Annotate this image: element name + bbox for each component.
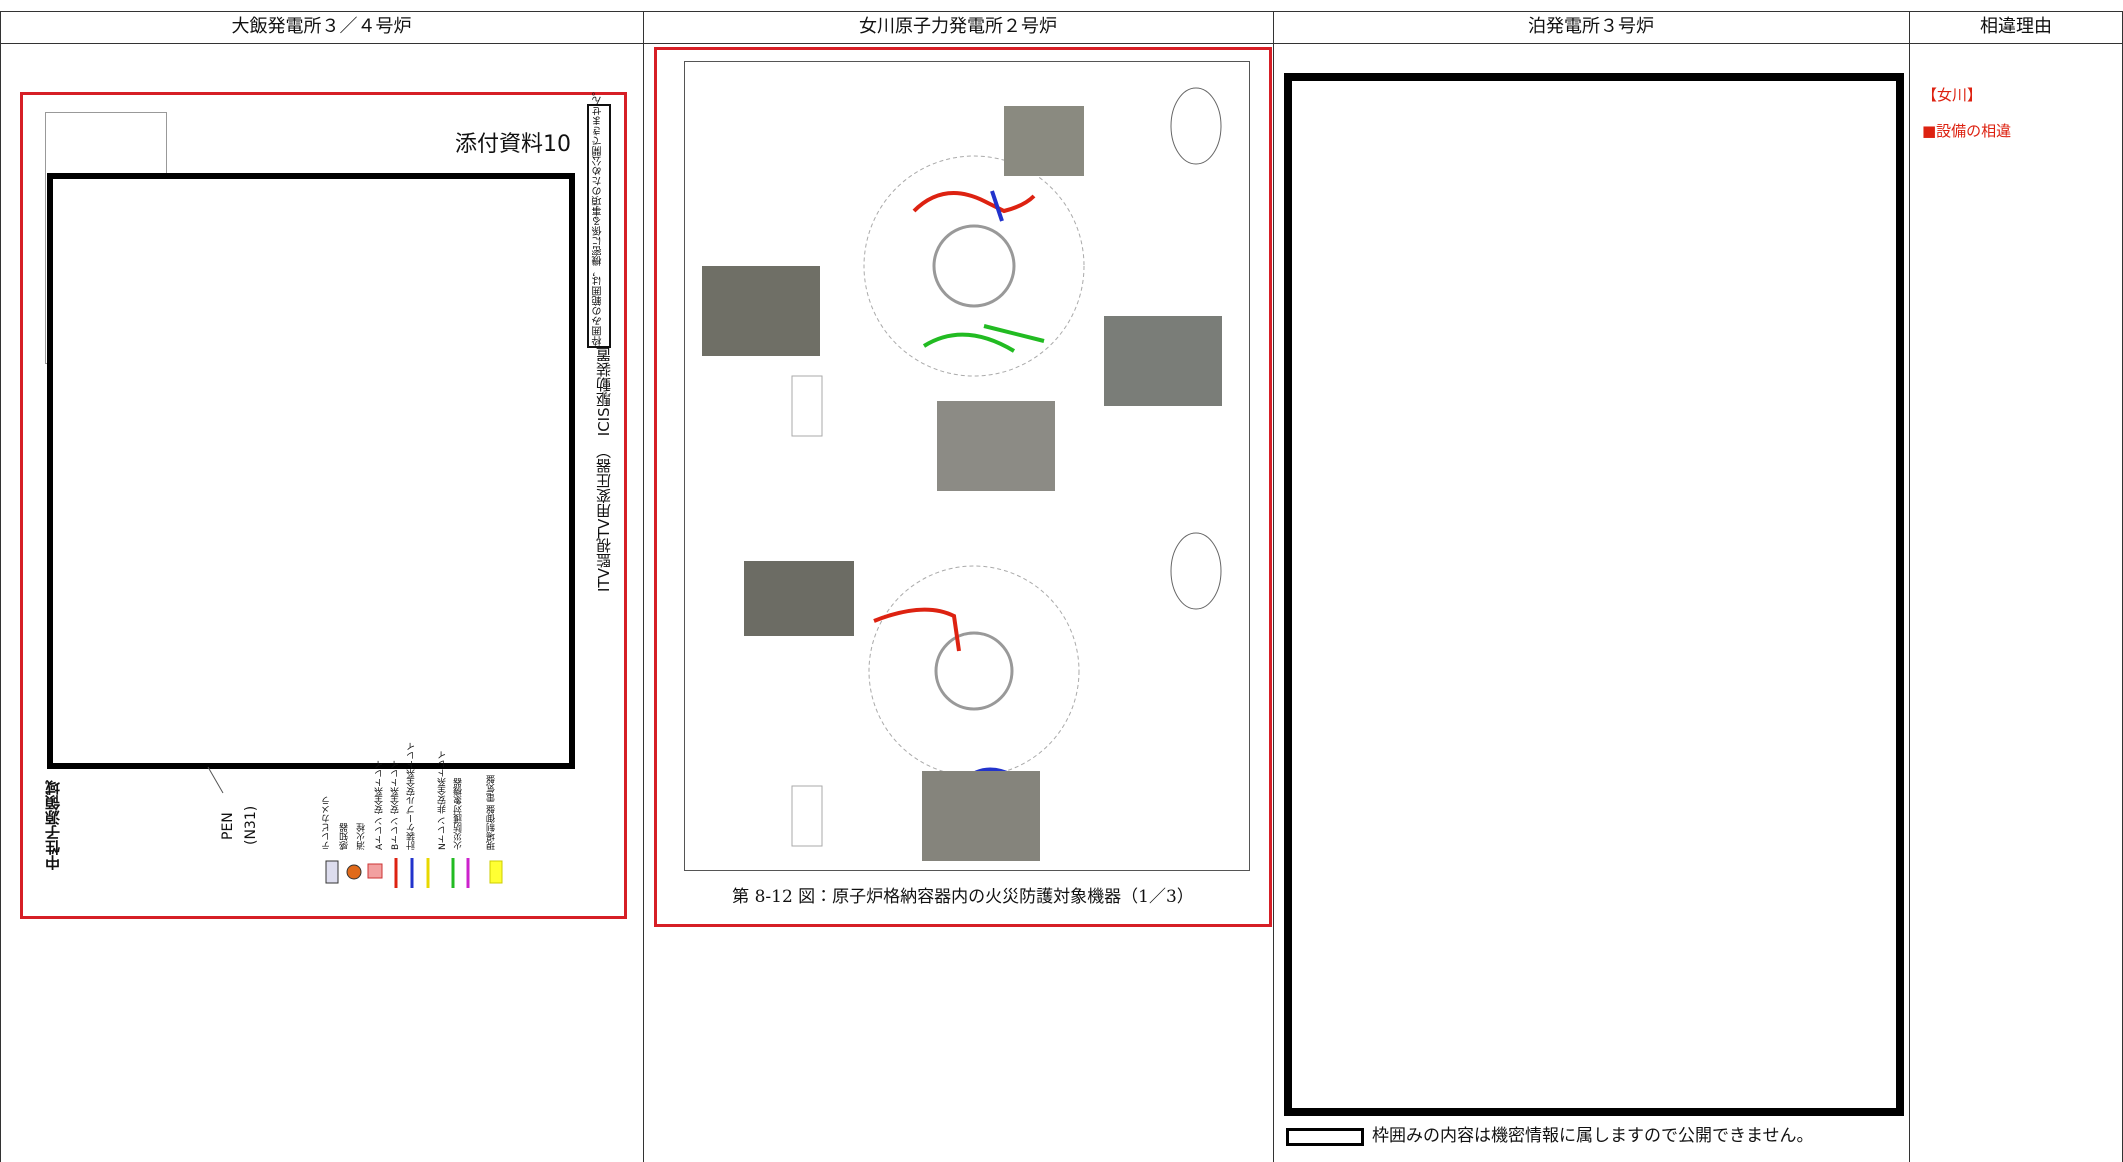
cable-route bbox=[912, 191, 1036, 214]
legend-label: Nトレン 非安全系トレイ bbox=[438, 750, 448, 850]
attachment-label: 添付資料10 bbox=[455, 132, 571, 157]
photo bbox=[937, 401, 1055, 491]
legend-label: Bトレン 安全系トレイ bbox=[391, 759, 401, 850]
reason-plant: 【女川】 bbox=[1922, 86, 1983, 104]
legend-icons bbox=[325, 858, 503, 888]
redaction-key bbox=[1286, 1128, 1364, 1146]
column-header: 大飯発電所３／４号炉 bbox=[231, 16, 412, 37]
legend-label: 感知器 bbox=[340, 823, 350, 850]
table-border bbox=[0, 11, 1, 1162]
plan-core bbox=[934, 631, 1014, 711]
table-border bbox=[1273, 11, 1274, 1162]
icon-camera bbox=[325, 860, 339, 884]
vessel-icon bbox=[1170, 87, 1222, 165]
redacted-box bbox=[47, 173, 575, 769]
legend-label: Aトレン 安全系トレイ bbox=[375, 759, 385, 850]
photo bbox=[744, 561, 854, 636]
figure-frame bbox=[654, 47, 1272, 927]
legend-label: 現場制御盤 電気盤 bbox=[487, 775, 497, 850]
column-header: 女川原子力発電所２号炉 bbox=[859, 16, 1057, 37]
photo bbox=[702, 266, 820, 356]
icon-detector bbox=[346, 864, 362, 880]
photo bbox=[922, 771, 1040, 861]
table-border bbox=[0, 43, 2123, 44]
redacted-box bbox=[1284, 73, 1904, 1116]
cable-route bbox=[990, 190, 1004, 222]
table-border bbox=[0, 11, 2123, 12]
legend-box bbox=[791, 785, 823, 847]
legend-box bbox=[791, 375, 823, 437]
figure-caption: 第 8-12 図：原子炉格納容器内の火災防護対象機器（1／3） bbox=[732, 887, 1194, 907]
reason-item: ■設備の相違 bbox=[1922, 122, 2012, 140]
redaction-notice: 枠囲みの内容は機密情報に属しますので公開できません。 bbox=[1372, 1126, 1814, 1146]
pen-id: (N31) bbox=[243, 805, 259, 845]
table-border bbox=[1909, 11, 1910, 1162]
cable-route bbox=[873, 607, 961, 652]
legend-label: 消火栓 bbox=[357, 823, 367, 850]
containment-figure bbox=[684, 61, 1250, 871]
side-note: 枠囲みの範囲は，機密に係る事項のため公開できません。 bbox=[587, 86, 611, 348]
icon-hydrant bbox=[367, 863, 383, 879]
legend-label: 火災防護対象機器 bbox=[454, 778, 464, 850]
cable-route bbox=[922, 332, 1016, 353]
legend-label: 計装ケーブル安全系トレイ bbox=[407, 742, 417, 850]
pen-label: PEN bbox=[220, 812, 236, 840]
photo bbox=[1104, 316, 1222, 406]
column-header: 相違理由 bbox=[1980, 16, 2052, 37]
column-header: 泊発電所３号炉 bbox=[1528, 16, 1654, 37]
region-label: 中性子源領域 bbox=[44, 780, 62, 870]
plan-core bbox=[932, 224, 1016, 308]
photo bbox=[1004, 106, 1084, 176]
vessel-icon bbox=[1170, 532, 1222, 610]
figure-frame bbox=[20, 92, 627, 919]
icon-panel bbox=[489, 860, 503, 884]
device-label: ITV監視TV用変圧器） ICIS駆動装置 bbox=[595, 347, 613, 592]
cable-route bbox=[983, 324, 1045, 343]
table-border bbox=[643, 11, 644, 1162]
legend-label: テレビカメラ bbox=[322, 796, 332, 850]
